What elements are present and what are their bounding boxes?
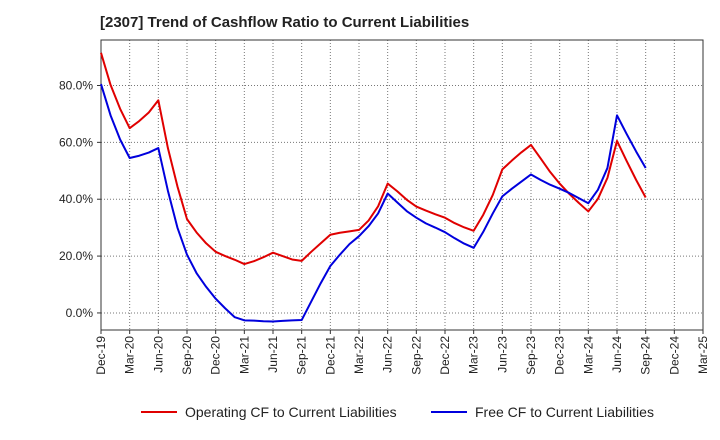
y-tick-label: 0.0%: [66, 306, 94, 320]
grid-layer: [100, 40, 704, 330]
legend-swatch-operating-cf: [141, 411, 177, 413]
plot-frame: [100, 39, 704, 331]
series-line-free-cf: [100, 83, 647, 323]
x-tick-label: Dec-19: [94, 336, 108, 375]
x-tick-label: Dec-22: [438, 336, 452, 375]
x-tick-label: Dec-20: [209, 336, 223, 375]
x-tick-label: Jun-20: [151, 336, 165, 373]
chart-title: [2307] Trend of Cashflow Ratio to Curren…: [100, 14, 470, 31]
x-tick-label: Sep-21: [295, 336, 309, 375]
x-tick-label: Mar-24: [581, 336, 595, 374]
series-layer: [100, 52, 647, 323]
x-tick-label: Dec-23: [553, 336, 567, 375]
legend-item-operating-cf: Operating CF to Current Liabilities: [141, 404, 397, 420]
chart-legend: Operating CF to Current Liabilities Free…: [0, 404, 720, 426]
x-tick-label: Mar-22: [352, 336, 366, 374]
x-tick-label: Jun-21: [266, 336, 280, 373]
legend-label-free-cf: Free CF to Current Liabilities: [475, 404, 654, 420]
x-tick-label: Mar-23: [467, 336, 481, 374]
x-tick-label: Sep-24: [639, 336, 653, 375]
x-tick-label: Sep-22: [409, 336, 423, 375]
line-chart: 0.0% 20.0% 40.0% 60.0% 80.0% Dec-19 Mar-20 Jun-…: [59, 39, 710, 375]
x-tick-label: Jun-24: [610, 336, 624, 373]
y-tick-label: 20.0%: [59, 249, 93, 263]
x-tick-label: Mar-25: [696, 336, 710, 374]
series-line-operating-cf: [100, 52, 647, 266]
x-tick-label: Jun-22: [381, 336, 395, 373]
legend-swatch-free-cf: [431, 411, 467, 413]
x-tick-label: Sep-23: [524, 336, 538, 375]
legend-label-operating-cf: Operating CF to Current Liabilities: [185, 404, 397, 420]
x-tick-label: Sep-20: [180, 336, 194, 375]
y-tick-label: 60.0%: [59, 135, 93, 149]
axis-layer: 0.0% 20.0% 40.0% 60.0% 80.0% Dec-19 Mar-20 Jun-…: [59, 39, 710, 375]
y-tick-label: 80.0%: [59, 78, 93, 92]
x-tick-label: Dec-24: [667, 336, 681, 375]
x-tick-label: Mar-20: [123, 336, 137, 374]
y-tick-label: 40.0%: [59, 192, 93, 206]
x-tick-label: Dec-21: [323, 336, 337, 375]
x-tick-label: Jun-23: [495, 336, 509, 373]
legend-item-free-cf: Free CF to Current Liabilities: [431, 404, 654, 420]
x-tick-label: Mar-21: [237, 336, 251, 374]
